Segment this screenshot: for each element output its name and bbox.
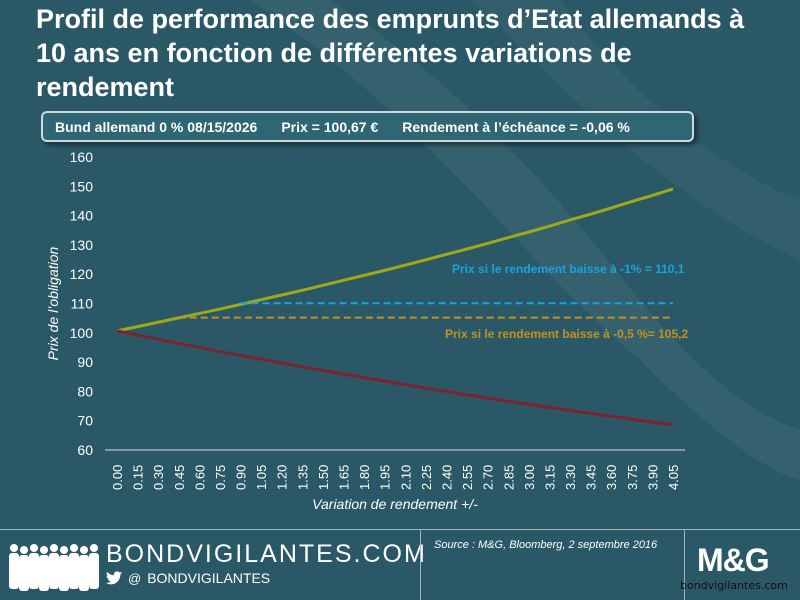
x-tick-label: 1.95 [378, 465, 393, 490]
mg-logo: M&G [697, 542, 770, 578]
x-tick-label: 3.30 [563, 465, 578, 490]
social-handle[interactable]: @ BONDVIGILANTES [106, 570, 270, 586]
bond-price: Prix = 100,67 € [281, 118, 379, 135]
y-tick-label: 70 [77, 413, 93, 429]
x-tick-label: 3.45 [584, 465, 599, 490]
x-tick-label: 3.60 [604, 465, 619, 490]
y-tick-label: 110 [71, 296, 94, 312]
x-tick-label: 1.05 [254, 465, 269, 490]
x-tick-label: 4.05 [666, 465, 681, 490]
x-tick-label: 0.15 [131, 465, 146, 490]
y-tick-label: 160 [70, 149, 94, 165]
y-tick-label: 80 [77, 383, 93, 399]
x-tick-label: 1.35 [295, 465, 310, 490]
people-crowd-icon [9, 544, 99, 591]
x-axis-title: Variation de rendement +/- [312, 496, 478, 512]
x-tick-label: 1.20 [275, 465, 290, 490]
x-tick-label: 0.45 [172, 465, 187, 490]
x-tick-label: 0.30 [151, 465, 166, 490]
y-tick-label: 130 [70, 237, 94, 253]
footer-divider [0, 529, 800, 530]
bond-name: Bund allemand 0 % 08/15/2026 [55, 118, 258, 135]
twitter-handle: BONDVIGILANTES [147, 570, 271, 586]
brand-name: BONDVIGILANTES.COM [106, 540, 427, 568]
x-tick-label: 2.10 [398, 465, 413, 490]
page-title: Profil de performance des emprunts d’Eta… [36, 4, 745, 102]
footer: BONDVIGILANTES.COM @ BONDVIGILANTES Sour… [0, 530, 800, 600]
footer-separator [420, 530, 421, 600]
footer-separator [684, 530, 685, 600]
bond-info-box: Bund allemand 0 % 08/15/2026 Prix = 100,… [41, 111, 694, 142]
x-tick-label: 0.60 [192, 465, 207, 490]
y-tick-label: 100 [70, 325, 94, 341]
annotation-minus-0.5pct: Prix si le rendement baisse à -0,5 %= 10… [445, 327, 688, 341]
y-axis-title: Prix de l’obligation [45, 246, 61, 360]
chart: 60 70 80 90 100 110 120 130 140 150 160 0.00 0.15 0.3… [45, 149, 688, 512]
series-line-price-yield-fall [116, 187, 674, 333]
watermark: bondvigilantes.com [680, 579, 788, 592]
annotation-minus-1pct: Prix si le rendement baisse à -1% = 110,… [452, 262, 685, 276]
at-symbol: @ [128, 570, 142, 586]
bond-yield: Rendement à l’échéance = -0,06 % [402, 118, 630, 135]
x-tick-label: 1.80 [357, 465, 372, 490]
y-tick-label: 120 [70, 266, 94, 282]
x-tick-label: 2.70 [481, 465, 496, 490]
x-tick-label: 0.75 [213, 465, 228, 490]
x-tick-label: 2.85 [501, 465, 516, 490]
y-tick-label: 60 [77, 442, 93, 458]
x-tick-label: 3.00 [522, 465, 537, 490]
x-tick-label: 0.90 [234, 465, 249, 490]
source-note: Source : M&G, Bloomberg, 2 septembre 201… [434, 539, 658, 551]
y-tick-label: 140 [70, 208, 94, 224]
twitter-icon [106, 571, 122, 585]
x-tick-label: 1.65 [337, 465, 352, 490]
x-tick-label: 2.25 [419, 465, 434, 490]
x-tick-label: 2.40 [439, 465, 454, 490]
x-tick-label: 1.50 [316, 465, 331, 490]
x-tick-label: 3.75 [625, 465, 640, 490]
x-tick-label: 3.90 [645, 465, 660, 490]
series-line-price-yield-rise [116, 329, 674, 427]
x-tick-label: 2.55 [460, 465, 475, 490]
x-tick-label: 3.15 [542, 465, 557, 490]
y-tick-label: 150 [70, 178, 94, 194]
y-tick-label: 90 [77, 354, 93, 370]
x-tick-label: 0.00 [110, 465, 125, 490]
